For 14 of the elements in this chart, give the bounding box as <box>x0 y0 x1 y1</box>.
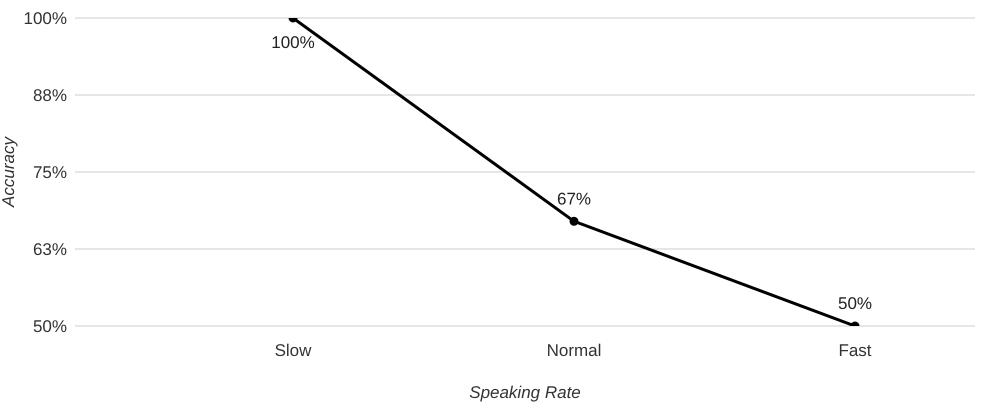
data-label: 67% <box>556 189 592 208</box>
point <box>570 216 578 226</box>
y-tick-label: 63% <box>32 240 67 260</box>
y-tick-label: 100% <box>24 9 67 28</box>
x-tick-label: Slow <box>274 341 312 360</box>
x-tick-label: Fast <box>838 341 872 360</box>
x-tick-label: Normal <box>546 341 602 360</box>
x-axis-title: Speaking Rate <box>469 383 581 402</box>
data-label: 50% <box>838 294 872 313</box>
y-axis-title: Accuracy <box>0 136 18 208</box>
y-tick-label: 88% <box>32 86 67 106</box>
data-label: 100% <box>271 33 315 52</box>
y-tick-label: 75% <box>32 163 67 182</box>
y-tick-label: 50% <box>32 317 67 336</box>
